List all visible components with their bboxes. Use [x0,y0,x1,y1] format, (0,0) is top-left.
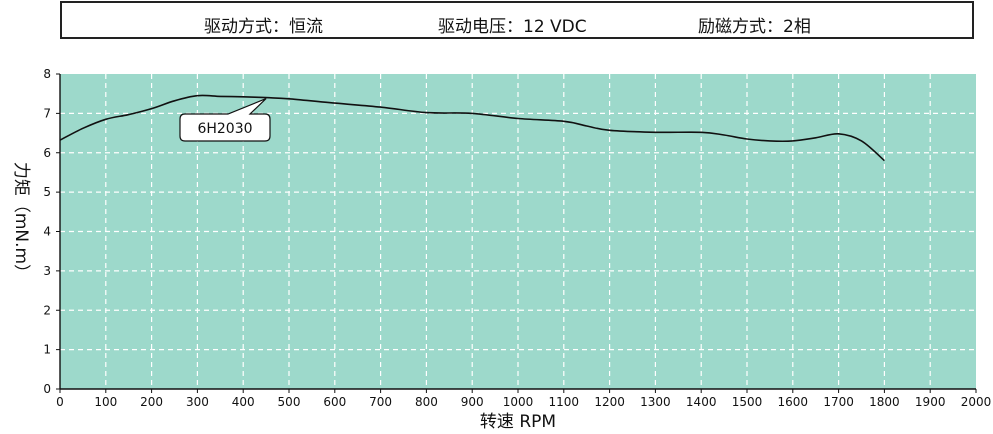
drive-mode-label: 驱动方式：恒流 [204,17,323,37]
x-tick-label: 500 [278,395,301,409]
x-tick-label: 1300 [640,395,671,409]
callout-bubble [179,98,271,142]
x-tick-label: 600 [323,395,346,409]
x-tick-label: 800 [415,395,438,409]
y-tick-label: 5 [43,185,51,199]
x-tick-label: 1200 [594,395,625,409]
series-callout: 6H2030 [179,98,271,142]
x-tick-label: 1500 [732,395,763,409]
x-tick-label: 100 [94,395,117,409]
y-tick-label: 3 [43,264,51,278]
x-tick-label: 0 [56,395,64,409]
y-tick-label: 4 [43,225,51,239]
x-tick-label: 400 [232,395,255,409]
callout-label: 6H2030 [197,121,252,137]
y-tick-label: 8 [43,67,51,81]
series-line-6H2030 [59,94,885,162]
x-tick-label: 1600 [778,395,809,409]
x-tick-label: 1700 [823,395,854,409]
x-tick-label: 1800 [869,395,900,409]
x-axis-title: 转速 RPM [480,412,556,432]
y-axis-title: 力矩（mN.m） [11,162,31,281]
x-tick-label: 2000 [961,395,992,409]
x-tick-label: 1400 [686,395,717,409]
x-tick-label: 700 [369,395,392,409]
x-tick-label: 1100 [549,395,580,409]
x-tick-label: 200 [140,395,163,409]
y-tick-label: 0 [43,382,51,396]
x-tick-label: 300 [186,395,209,409]
y-tick-label: 1 [43,343,51,357]
axes [56,73,977,393]
x-tick-labels: 0 100 200 300 400 500 600 700 800 900 1000 1100 1200… [56,395,991,409]
header-box: 驱动方式：恒流 驱动电压：12 VDC 励磁方式：2相 [60,1,974,39]
x-tick-label: 1900 [915,395,946,409]
x-tick-label: 1000 [503,395,534,409]
y-tick-label: 6 [43,146,51,160]
y-tick-label: 7 [43,106,51,120]
excitation-label: 励磁方式：2相 [698,17,811,37]
drive-voltage-label: 驱动电压：12 VDC [438,17,587,37]
x-tick-label: 900 [461,395,484,409]
y-tick-labels: 0 1 2 3 4 5 6 7 8 [43,67,51,396]
y-tick-label: 2 [43,303,51,317]
grid-lines [60,74,976,389]
